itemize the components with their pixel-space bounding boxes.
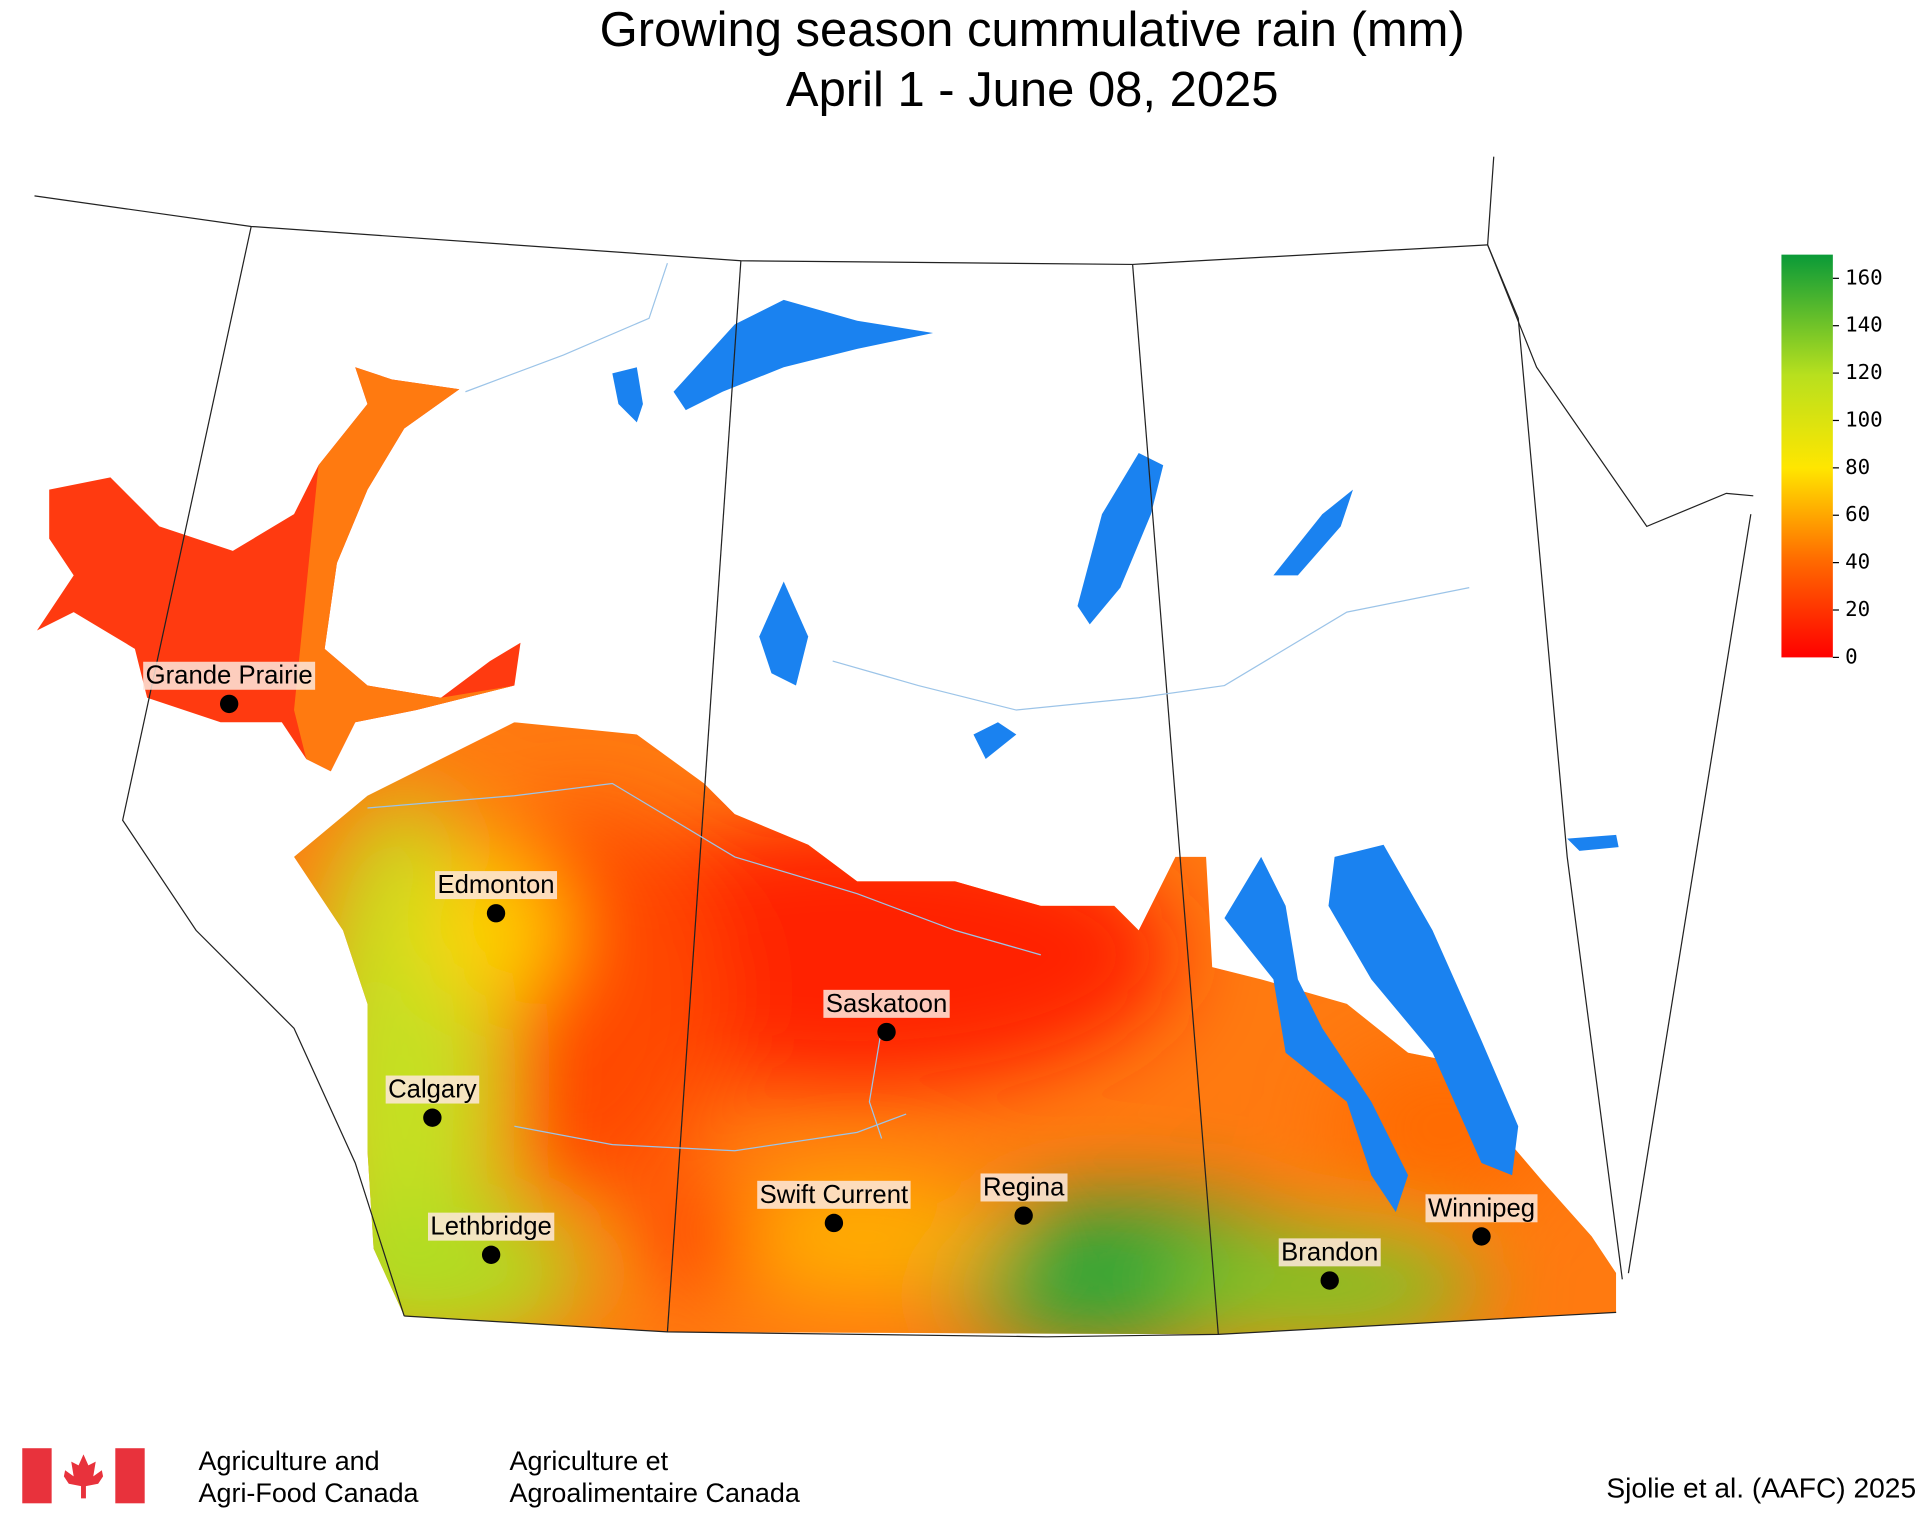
agency-fr: Agriculture et <box>509 1446 668 1476</box>
city-dot <box>481 1245 501 1264</box>
city-label-bg <box>435 871 558 900</box>
agency-en: Agri-Food Canada <box>199 1478 419 1508</box>
colorbar <box>1781 254 1833 658</box>
colorbar-tick-label: 80 <box>1845 455 1870 479</box>
city-dot <box>877 1022 896 1042</box>
colorbar-tick-label: 60 <box>1845 502 1870 526</box>
colorbar-tick-label: 0 <box>1845 644 1858 668</box>
city-label-bg <box>385 1075 480 1104</box>
city-label: Swift Current <box>760 1181 908 1209</box>
city-label-bg <box>757 1180 911 1209</box>
colorbar-tick-label: 100 <box>1845 407 1883 431</box>
city-dot <box>824 1213 844 1233</box>
city-label-bg <box>980 1173 1068 1202</box>
colorbar-tick-label: 20 <box>1845 597 1870 621</box>
colorbar-tick-label: 140 <box>1845 313 1883 337</box>
colorbar-tick-label: 160 <box>1845 265 1883 289</box>
flag-bar <box>115 1448 145 1504</box>
lakes <box>612 299 1619 1212</box>
city-label: Regina <box>983 1173 1065 1201</box>
title: Growing season cummulative rain (mm) <box>600 3 1465 57</box>
city-label: Winnipeg <box>1428 1194 1535 1222</box>
boundaries <box>34 156 1754 1338</box>
city-label-bg <box>427 1212 555 1241</box>
rivers <box>367 263 1470 1152</box>
subtitle: April 1 - June 08, 2025 <box>786 63 1279 117</box>
city-dot <box>1014 1206 1033 1225</box>
maple-leaf <box>63 1454 104 1499</box>
agency-fr: Agroalimentaire Canada <box>509 1478 799 1508</box>
city-dot <box>486 904 506 923</box>
city-label-bg <box>143 661 316 690</box>
city-label-bg <box>823 989 950 1018</box>
flag-bar <box>22 1448 52 1504</box>
rain-area <box>294 367 515 772</box>
city-label: Brandon <box>1281 1238 1378 1266</box>
city-label: Calgary <box>388 1076 477 1104</box>
city-dot <box>219 694 239 714</box>
colorbar-tick-label: 120 <box>1845 360 1883 384</box>
city-label-bg <box>1425 1194 1538 1223</box>
city-dot <box>423 1108 442 1127</box>
agency-en: Agriculture and <box>199 1446 380 1476</box>
city-label-bg <box>1278 1238 1381 1267</box>
city-label: Grande Prairie <box>146 662 313 690</box>
city-label: Saskatoon <box>826 990 947 1018</box>
colorbar-tick-label: 40 <box>1845 550 1870 574</box>
city-dot <box>1472 1227 1491 1246</box>
city-label: Lethbridge <box>430 1213 551 1241</box>
city-dot <box>1320 1271 1339 1290</box>
city-label: Edmonton <box>437 871 554 899</box>
credit: Sjolie et al. (AAFC) 2025 <box>1606 1472 1916 1503</box>
rain-area <box>36 367 521 772</box>
